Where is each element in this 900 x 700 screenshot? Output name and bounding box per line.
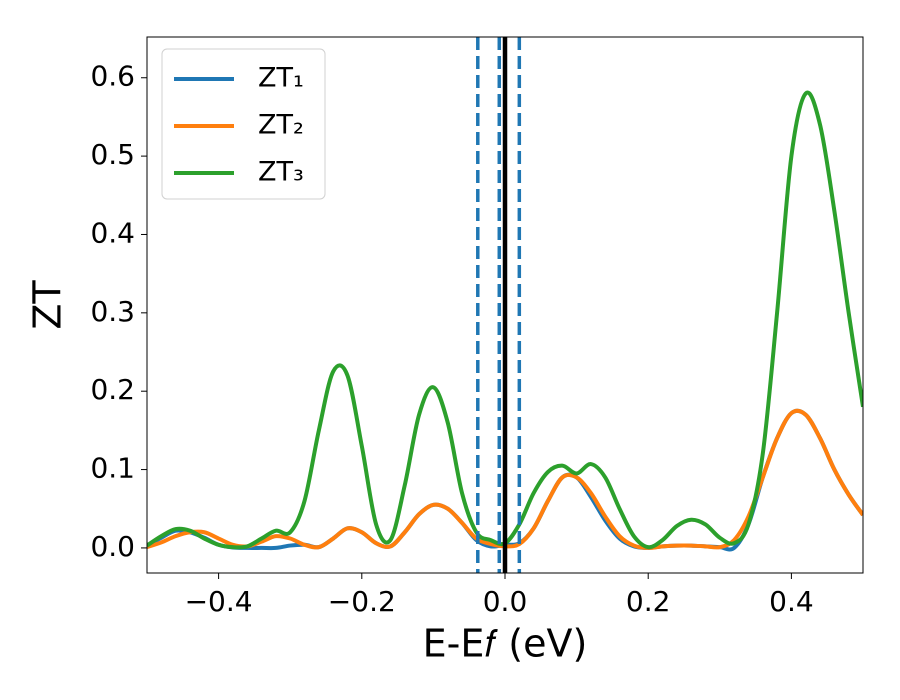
y-tick-label: 0.6 — [90, 60, 135, 93]
legend-label: ZT₂ — [258, 110, 304, 141]
x-tick-label: −0.2 — [328, 585, 396, 618]
legend-box — [161, 48, 326, 200]
series-line — [147, 90, 863, 550]
x-tick-label: 0.2 — [626, 585, 671, 618]
legend-label: ZT₃ — [258, 157, 304, 188]
y-tick-label: 0.3 — [90, 295, 135, 328]
y-tick-label: 0.1 — [90, 452, 135, 485]
x-axis-label: E-E𝑓 (eV) — [423, 622, 588, 666]
plot-area — [147, 37, 863, 573]
y-axis-label: ZT — [26, 280, 70, 330]
axes-frame — [146, 36, 864, 574]
y-tick-label: 0.4 — [90, 216, 135, 249]
y-tick-label: 0.0 — [90, 530, 135, 563]
y-tick-label: 0.2 — [90, 373, 135, 406]
y-tick-label: 0.5 — [90, 138, 135, 171]
x-tick-label: 0.4 — [769, 585, 814, 618]
legend-label: ZT₁ — [258, 63, 304, 94]
x-tick-label: 0.0 — [483, 585, 528, 618]
x-tick-label: −0.4 — [185, 585, 253, 618]
